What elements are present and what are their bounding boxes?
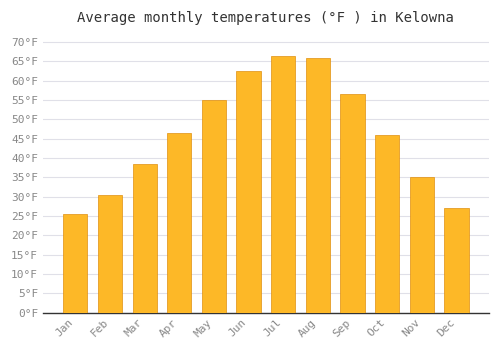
- Title: Average monthly temperatures (°F ) in Kelowna: Average monthly temperatures (°F ) in Ke…: [78, 11, 454, 25]
- Bar: [271, 56, 295, 313]
- Bar: [132, 164, 157, 313]
- Bar: [410, 177, 434, 313]
- Bar: [202, 100, 226, 313]
- Bar: [444, 208, 468, 313]
- Bar: [98, 195, 122, 313]
- Bar: [167, 133, 192, 313]
- Bar: [340, 94, 364, 313]
- Bar: [375, 135, 400, 313]
- Bar: [63, 214, 88, 313]
- Bar: [236, 71, 260, 313]
- Bar: [306, 57, 330, 313]
